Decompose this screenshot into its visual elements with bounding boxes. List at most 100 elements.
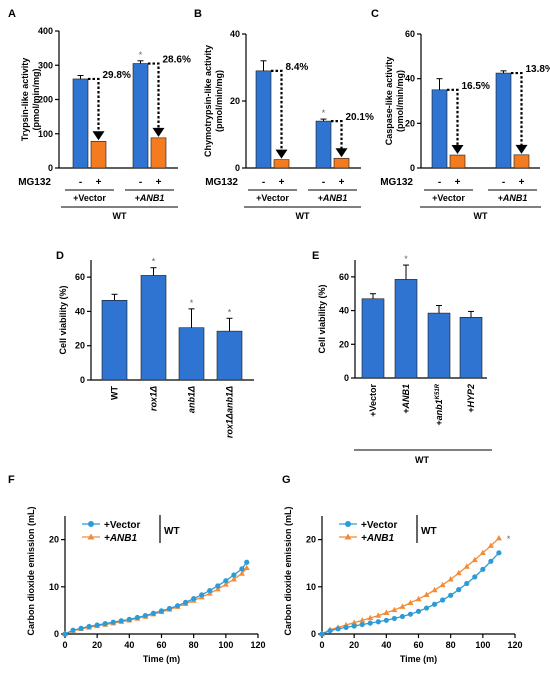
y-axis-label: Caspase-like activity(pmol/min/mg): [384, 57, 405, 146]
data-point: [391, 615, 397, 622]
x-tick-label-text: rox1Δ: [149, 386, 159, 411]
data-point: [86, 623, 92, 630]
data-point: [134, 614, 140, 621]
bar: [427, 312, 451, 379]
data-point: [166, 605, 173, 612]
bar: [513, 154, 530, 169]
x-tick-label: 80: [446, 640, 456, 650]
data-point: [496, 550, 502, 556]
wt-label: WT: [415, 455, 429, 465]
y-tick-label: 60: [75, 272, 85, 282]
bar: [394, 279, 418, 379]
panel-B: B Chymotrypsin-like activity(pmol/min/mg)…: [194, 8, 374, 221]
x-tick-label-text: anb1Δ: [187, 386, 197, 413]
data-point: [472, 574, 478, 580]
x-tick-label: anb1Δ: [187, 386, 197, 413]
x-tick-label-text: +anb1: [434, 399, 444, 425]
data-point: [367, 614, 374, 621]
data-point: [319, 631, 325, 637]
data-point: [102, 621, 108, 627]
data-point: [239, 566, 245, 572]
data-point: [455, 569, 462, 576]
bar: [101, 299, 128, 381]
legend-marker: [87, 533, 95, 540]
mg132-sign: +: [279, 177, 285, 188]
bar: [459, 317, 483, 379]
x-tick-label: 100: [218, 640, 233, 650]
data-point: [471, 556, 478, 563]
data-point: [327, 628, 333, 634]
panel-label: A: [8, 8, 16, 20]
y-axis-label-line: (pmol/min/mg): [395, 70, 405, 132]
x-tick-label: 40: [381, 640, 391, 650]
y-axis-label: Carbon dioxide emission (mL): [283, 506, 293, 635]
y-tick-label: 40: [75, 306, 85, 316]
group-label: +Vector: [432, 193, 465, 203]
data-point: [415, 608, 422, 614]
y-tick-label: 20: [306, 535, 316, 545]
data-point: [142, 612, 149, 619]
bar: [255, 70, 272, 169]
bar: [140, 275, 167, 381]
mg132-label: MG132: [18, 177, 51, 188]
data-point: [456, 587, 462, 593]
drop-arrow: [271, 69, 283, 151]
legend-group-label: WT: [421, 526, 437, 537]
mg132-sign: -: [262, 177, 265, 188]
bar: [495, 72, 512, 169]
wt-label: WT: [474, 211, 488, 221]
data-point: [94, 622, 100, 628]
x-tick-label-sup: K51R: [435, 383, 441, 399]
x-tick-label: 120: [250, 640, 265, 650]
data-point: [463, 563, 470, 569]
legend-label: +ANB1: [361, 533, 395, 544]
data-point: [431, 601, 438, 607]
x-tick-label: +ANB1: [401, 384, 411, 414]
mg132-sign: +: [96, 177, 102, 188]
series-line: [64, 567, 248, 635]
x-axis-label: Time (m): [143, 654, 180, 664]
x-tick-label: 120: [507, 640, 522, 650]
group-label: +Vector: [73, 193, 106, 203]
bar: [72, 78, 89, 169]
significance-star: *: [228, 307, 232, 317]
data-point: [174, 603, 181, 609]
mg132-label: MG132: [205, 177, 238, 188]
x-tick-label-text: +HYP2: [466, 384, 476, 413]
mg132-sign: +: [455, 177, 461, 188]
data-point: [488, 558, 494, 564]
data-point: [391, 606, 398, 613]
y-axis-label-line: (pmol/min/mg): [31, 69, 41, 131]
panel-F: F Carbon dioxide emission (mL) 0 10 20 0 20 40 6…: [8, 474, 266, 664]
bar: [315, 120, 332, 169]
data-point: [447, 576, 454, 582]
bar: [333, 157, 350, 169]
legend-group-label: WT: [164, 526, 180, 537]
data-point: [495, 534, 502, 541]
panel-A: A Trypsin-like activity(pmol/min/mg) 0 100 2…: [8, 8, 191, 221]
legend-marker: [88, 521, 94, 527]
legend-label: +Vector: [361, 520, 398, 531]
bar: [273, 159, 290, 169]
panel-label: G: [282, 474, 291, 486]
data-point: [448, 592, 454, 598]
group-label: +ANB1: [318, 193, 348, 203]
data-point: [383, 609, 390, 615]
data-point: [415, 595, 422, 602]
data-point: [244, 559, 250, 565]
y-axis-label-line: Chymotrypsin-like activity: [203, 45, 213, 157]
legend-marker: [345, 521, 351, 527]
data-point: [183, 599, 189, 605]
y-tick-label: 40: [339, 306, 349, 316]
y-tick-label: 20: [339, 339, 349, 349]
x-tick-label-text: WT: [110, 386, 120, 400]
data-point: [399, 613, 406, 620]
drop-arrow: [88, 77, 100, 133]
data-point: [207, 587, 213, 594]
percent-label: 20.1%: [346, 112, 374, 123]
x-axis-label: Time (m): [400, 654, 437, 664]
y-axis-label: Cell viability (%): [58, 285, 68, 354]
data-point: [479, 549, 486, 556]
x-tick-label: 40: [124, 640, 134, 650]
mg132-sign: +: [339, 177, 345, 188]
